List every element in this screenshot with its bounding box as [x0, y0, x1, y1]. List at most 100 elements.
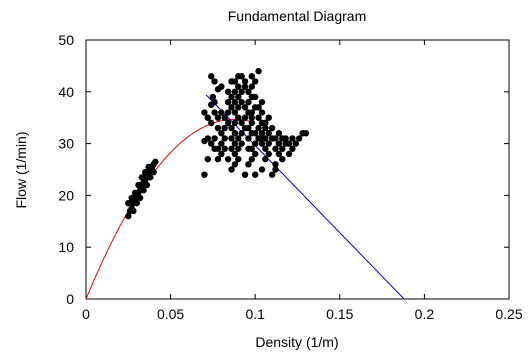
chart-title: Fundamental Diagram: [228, 8, 367, 24]
data-point: [289, 145, 296, 152]
data-point: [238, 119, 245, 127]
data-point: [148, 163, 156, 171]
data-point: [140, 187, 147, 194]
y-tick-label: 50: [58, 32, 74, 48]
data-point: [214, 114, 222, 121]
data-point: [265, 114, 272, 121]
data-point: [138, 174, 146, 181]
data-point: [245, 124, 252, 132]
data-point: [272, 135, 279, 142]
data-point: [241, 78, 249, 85]
data-point: [241, 114, 249, 121]
data-point: [292, 140, 300, 147]
data-point: [209, 93, 217, 101]
data-point: [224, 119, 232, 127]
data-point: [258, 98, 266, 106]
data-point: [248, 83, 256, 90]
data-point: [235, 93, 242, 101]
data-point: [231, 119, 239, 127]
data-point: [275, 140, 283, 147]
data-point: [204, 155, 212, 163]
data-point: [208, 73, 215, 80]
data-point: [125, 212, 132, 220]
plot-frame: [85, 39, 510, 300]
data-point: [228, 124, 235, 132]
data-point: [255, 67, 262, 75]
data-point: [258, 166, 266, 173]
data-point: [272, 145, 279, 152]
data-point: [262, 145, 269, 152]
data-point: [265, 150, 272, 158]
data-point: [218, 109, 225, 116]
data-point: [238, 98, 245, 106]
data-point: [245, 145, 252, 152]
data-point: [272, 166, 279, 173]
data-point: [142, 168, 149, 176]
data-point: [295, 135, 303, 142]
data-point: [272, 161, 279, 168]
x-tick-label: 0.2: [415, 306, 435, 322]
data-point: [218, 150, 225, 158]
data-point: [235, 114, 242, 121]
fit-line-blue: [205, 94, 405, 300]
x-tick-label: 0.15: [326, 306, 353, 322]
data-point: [224, 109, 232, 116]
data-point: [204, 135, 212, 142]
data-point: [248, 130, 256, 137]
data-point: [248, 109, 256, 116]
data-point: [258, 109, 266, 116]
data-point: [252, 78, 259, 85]
data-point: [241, 104, 249, 111]
data-point: [125, 199, 132, 207]
data-point: [221, 124, 228, 132]
y-tick-label: 0: [66, 291, 74, 307]
data-point: [238, 88, 245, 96]
data-point: [228, 135, 235, 142]
data-point: [130, 207, 137, 215]
data-point: [211, 135, 218, 142]
data-point: [211, 109, 218, 116]
data-point: [235, 73, 242, 80]
data-point: [218, 140, 225, 147]
data-point: [221, 135, 228, 142]
data-point: [265, 140, 272, 147]
data-point: [265, 130, 272, 137]
data-point: [238, 130, 245, 137]
data-point: [248, 119, 256, 127]
y-tick-label: 10: [58, 239, 74, 255]
data-point: [231, 130, 239, 137]
data-point: [262, 119, 269, 127]
data-point: [262, 155, 269, 163]
data-point: [279, 145, 286, 152]
data-point: [258, 140, 266, 147]
data-point: [235, 155, 242, 163]
data-point: [235, 104, 242, 111]
data-point: [235, 83, 242, 90]
data-point: [252, 104, 259, 111]
y-tick-label: 20: [58, 187, 74, 203]
data-point: [255, 114, 262, 121]
x-axis: 0 0.05 0.1 0.15 0.2 0.25: [82, 40, 523, 322]
data-point: [252, 171, 259, 178]
data-point: [248, 73, 256, 80]
data-point: [228, 145, 235, 152]
data-point: [279, 155, 286, 163]
data-point: [224, 98, 232, 106]
data-point: [147, 174, 154, 181]
data-point: [231, 88, 239, 96]
data-point: [128, 194, 135, 202]
data-point: [214, 124, 222, 132]
data-point: [231, 109, 239, 116]
data-point: [255, 124, 262, 132]
y-tick-label: 30: [58, 136, 74, 152]
data-point: [211, 145, 218, 152]
data-point: [214, 155, 222, 163]
data-point: [252, 150, 259, 158]
data-point: [152, 158, 159, 165]
data-point: [150, 168, 157, 176]
y-tick-label: 40: [58, 84, 74, 100]
data-point: [241, 171, 249, 178]
data-point: [201, 109, 208, 116]
data-point: [252, 140, 259, 147]
